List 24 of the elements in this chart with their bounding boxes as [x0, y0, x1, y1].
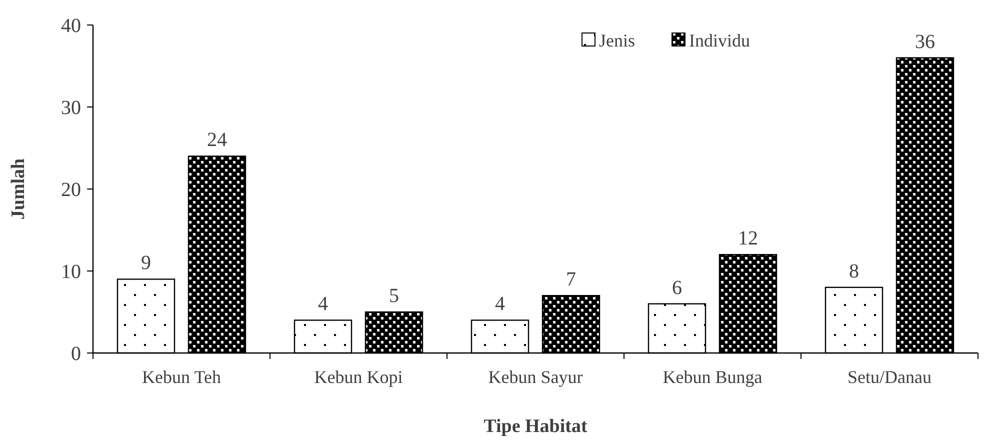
legend-label: Jenis [599, 30, 635, 50]
x-tick-label: Kebun Kopi [314, 367, 403, 387]
data-label: 5 [389, 285, 399, 307]
y-axis-title: Jumlah [8, 158, 29, 220]
data-label: 9 [141, 252, 151, 274]
legend-label: Individu [689, 30, 750, 50]
data-label: 36 [915, 30, 935, 53]
data-label: 6 [672, 276, 682, 299]
y-tick-label: 20 [61, 179, 81, 201]
y-tick-label: 10 [61, 261, 81, 283]
x-tick-label: Setu/Danau [848, 367, 932, 387]
data-label: 24 [207, 129, 227, 152]
x-tick-label: Kebun Bunga [662, 367, 762, 387]
x-axis-title: Tipe Habitat [484, 416, 588, 437]
data-label: 7 [566, 268, 576, 291]
y-tick-label: 30 [61, 97, 81, 119]
data-label: 8 [849, 260, 859, 282]
y-tick-label: 0 [71, 343, 81, 365]
data-label: 12 [738, 228, 758, 250]
data-label: 4 [318, 293, 328, 316]
y-tick-label: 40 [61, 15, 81, 37]
x-tick-label: Kebun Sayur [488, 367, 583, 387]
data-label: 4 [495, 293, 505, 316]
x-tick-label: Kebun Teh [142, 367, 221, 387]
